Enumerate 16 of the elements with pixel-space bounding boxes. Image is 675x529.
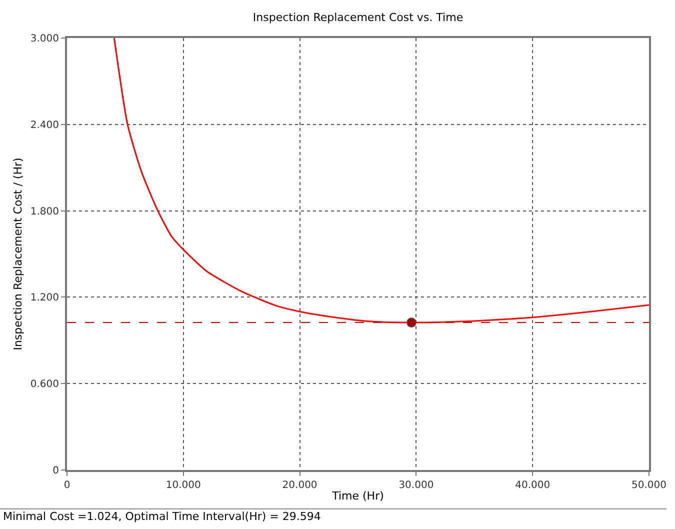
x-tick-label: 10.000 <box>166 480 201 491</box>
y-tick-label: 1.200 <box>30 292 59 304</box>
y-tick-label: 2.400 <box>30 120 59 131</box>
y-tick-label: 3.000 <box>30 34 59 44</box>
x-tick-label: 30.000 <box>398 480 434 491</box>
x-axis-title: Time (Hr) <box>331 490 384 503</box>
y-tick-label: 0 <box>52 466 59 476</box>
y-axis-title: Inspection Replacement Cost / (Hr) <box>12 158 25 350</box>
text: Minimal Cost =1.024, Optimal Time Interval(Hr) = 29.594 <box>3 510 321 523</box>
x-tick-label: 20.000 <box>282 480 318 491</box>
chart-title: Inspection Replacement Cost vs. Time <box>252 10 464 24</box>
y-tick-label: 1.800 <box>30 206 59 218</box>
x-tick-label: 50.000 <box>632 480 666 491</box>
x-tick-label: 0 <box>64 480 70 491</box>
x-tick-label: 40.000 <box>515 480 550 491</box>
y-tick-label: 0.600 <box>30 379 59 390</box>
